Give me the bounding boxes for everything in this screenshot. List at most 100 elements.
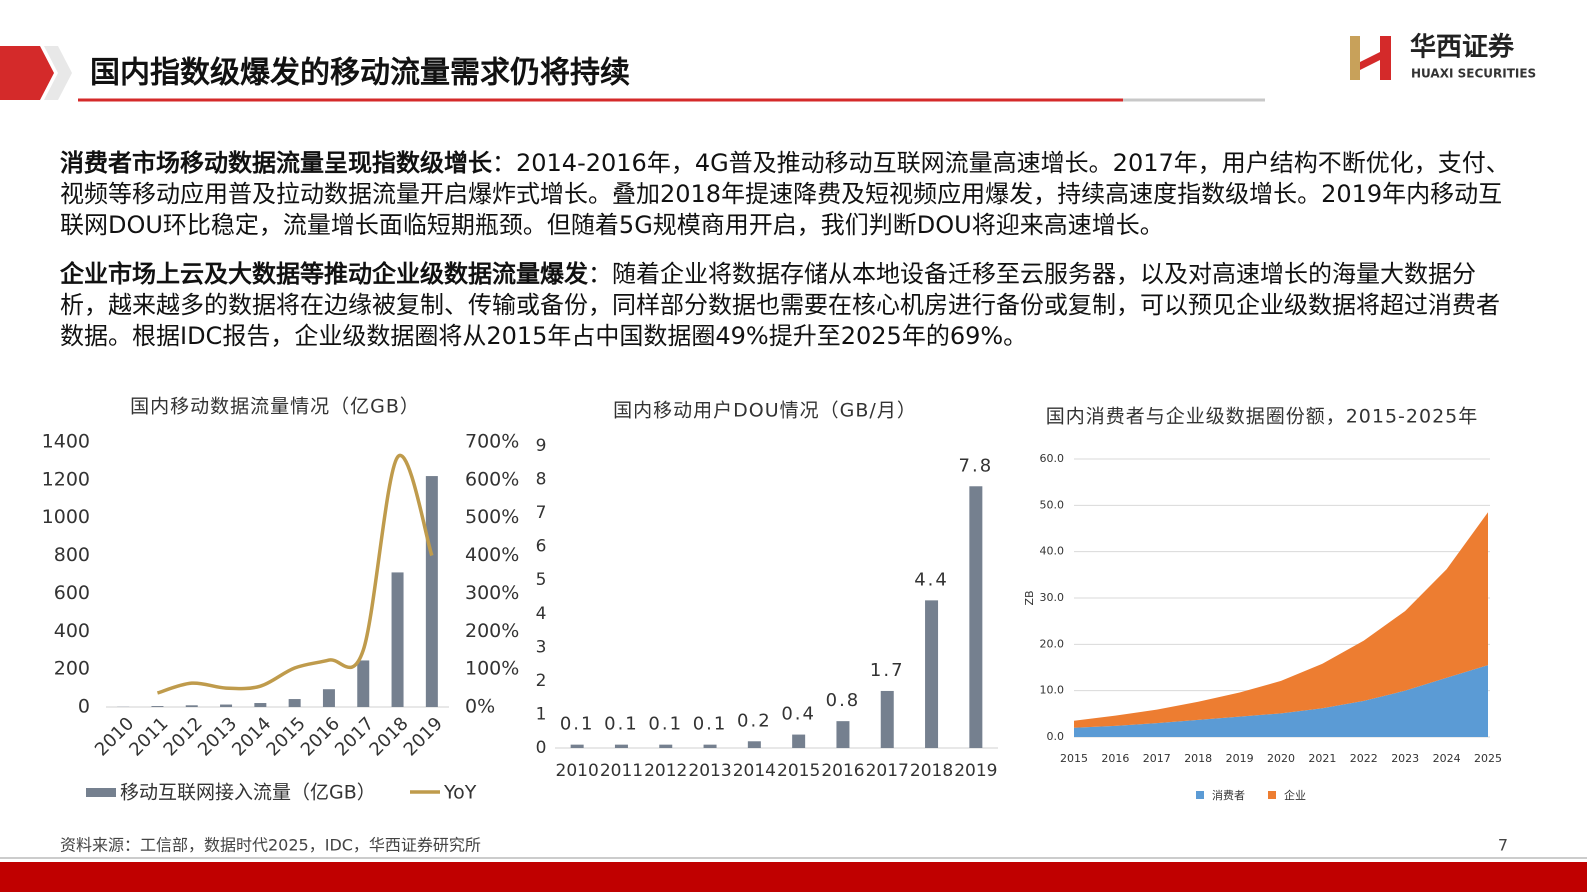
y-tick-label: 2	[536, 671, 547, 691]
x-tick-label: 2024	[1433, 752, 1461, 765]
y-tick-label: 200	[54, 658, 90, 680]
y2-tick-label: 0%	[465, 696, 495, 718]
y-tick-label: 8	[536, 470, 547, 490]
paragraph: 消费者市场移动数据流量呈现指数级增长：2014-2016年，4G普及推动移动互联…	[60, 148, 1510, 241]
bar	[703, 744, 717, 748]
y-tick-label: 1000	[42, 506, 90, 528]
legend-label: 消费者	[1212, 788, 1245, 802]
header-marker-shadow	[44, 46, 72, 100]
data-label: 4.4	[914, 569, 949, 590]
bar	[792, 734, 806, 748]
x-tick-label: 2013	[688, 761, 731, 781]
line	[156, 453, 434, 695]
header-marker	[0, 46, 54, 100]
y-tick-label: 30.0	[1040, 591, 1065, 604]
data-label: 0.1	[560, 714, 595, 735]
y-tick-label: 40.0	[1040, 545, 1065, 558]
x-tick-label: 2015	[262, 713, 309, 760]
y-tick-label: 6	[536, 537, 547, 557]
bar	[614, 744, 628, 748]
paragraph-lead: 消费者市场移动数据流量呈现指数级增长	[60, 149, 492, 177]
area	[1074, 665, 1488, 737]
x-tick-label: 2022	[1350, 752, 1378, 765]
y-tick-label: 400	[54, 620, 90, 642]
page-number: 7	[1498, 836, 1508, 855]
y-tick-label: 800	[54, 544, 90, 566]
bar	[747, 741, 761, 748]
y-tick-label: 0	[78, 696, 90, 718]
x-tick-label: 2017	[331, 713, 378, 760]
paragraph-lead: 企业市场上云及大数据等推动企业级数据流量爆发	[60, 260, 588, 288]
y-tick-label: 0.0	[1047, 730, 1065, 743]
y-tick-label: 60.0	[1040, 452, 1065, 465]
x-tick-label: 2021	[1308, 752, 1336, 765]
x-tick-label: 2017	[866, 761, 909, 781]
y-tick-label: 1400	[42, 431, 90, 453]
data-label: 0.2	[737, 710, 772, 731]
bar	[288, 699, 301, 707]
y2-tick-label: 200%	[465, 620, 519, 642]
y2-tick-label: 300%	[465, 582, 519, 604]
bar	[880, 690, 894, 748]
y-tick-label: 1	[536, 704, 547, 724]
legend-swatch	[1268, 791, 1276, 799]
bar	[425, 476, 438, 707]
x-tick-label: 2016	[821, 761, 864, 781]
data-label: 7.8	[959, 455, 994, 476]
bar	[925, 600, 939, 748]
y-tick-label: 600	[54, 582, 90, 604]
y-axis-label: ZB	[1023, 590, 1036, 605]
y2-tick-label: 100%	[465, 658, 519, 680]
bar	[322, 689, 335, 707]
bar	[357, 660, 370, 707]
x-tick-label: 2010	[556, 761, 599, 781]
paragraph-text: ：2014-2016年，4G普及推动移动互联网流量高速增长。2017年，用户结构…	[60, 149, 1510, 239]
x-tick-label: 2012	[160, 713, 207, 760]
logo-mark	[1350, 36, 1391, 80]
data-label: 0.1	[604, 714, 639, 735]
y-tick-label: 4	[536, 604, 547, 624]
x-tick-label: 2019	[1226, 752, 1254, 765]
y-tick-label: 20.0	[1040, 637, 1065, 650]
bar	[220, 704, 233, 707]
bar	[391, 572, 404, 707]
bar	[836, 721, 850, 748]
y2-tick-label: 700%	[465, 431, 519, 453]
logo-text: 华西证券	[1410, 32, 1515, 63]
chart-title: 国内移动数据流量情况（亿GB）	[130, 396, 420, 418]
y-tick-label: 9	[536, 436, 547, 456]
data-label: 1.7	[870, 660, 905, 681]
data-label: 0.4	[781, 704, 816, 725]
bar	[254, 703, 267, 707]
x-tick-label: 2025	[1474, 752, 1502, 765]
x-tick-label: 2018	[365, 713, 412, 760]
chart-title: 国内消费者与企业级数据圈份额，2015-2025年	[1046, 406, 1479, 428]
bar	[151, 706, 164, 707]
paragraph: 企业市场上云及大数据等推动企业级数据流量爆发：随着企业将数据存储从本地设备迁移至…	[60, 259, 1510, 352]
x-tick-label: 2017	[1143, 752, 1171, 765]
x-tick-label: 2015	[777, 761, 820, 781]
x-tick-label: 2010	[91, 713, 138, 760]
x-tick-label: 2018	[910, 761, 953, 781]
logo-subtext: HUAXI SECURITIES	[1411, 67, 1536, 81]
area	[1074, 512, 1488, 728]
bar	[570, 744, 584, 748]
x-tick-label: 2011	[125, 713, 172, 760]
source-note: 资料来源：工信部，数据时代2025，IDC，华西证券研究所	[60, 836, 481, 855]
chart-title: 国内移动用户DOU情况（GB/月）	[613, 400, 917, 422]
x-tick-label: 2018	[1184, 752, 1212, 765]
data-label: 0.8	[826, 690, 861, 711]
bar	[185, 705, 198, 707]
y-tick-label: 50.0	[1040, 498, 1065, 511]
x-tick-label: 2011	[600, 761, 643, 781]
footer-bar	[0, 862, 1587, 892]
x-tick-label: 2023	[1391, 752, 1419, 765]
x-tick-label: 2014	[733, 761, 776, 781]
x-tick-label: 2014	[228, 713, 275, 760]
legend-swatch	[1196, 791, 1204, 799]
data-label: 0.1	[693, 714, 728, 735]
y-tick-label: 3	[536, 637, 547, 657]
legend-label: 移动互联网接入流量（亿GB）	[120, 782, 376, 804]
